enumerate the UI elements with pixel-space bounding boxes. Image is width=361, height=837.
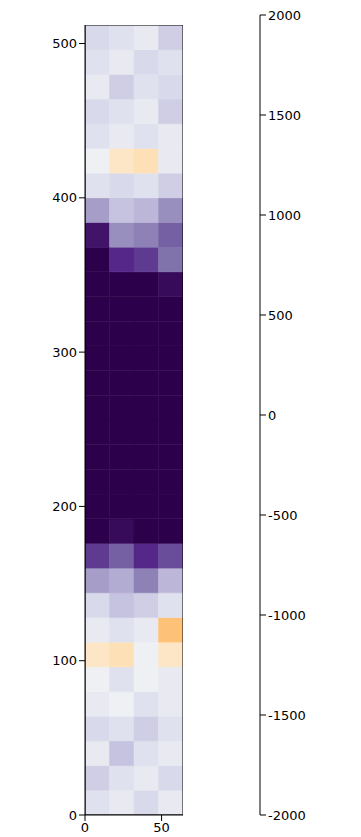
svg-text:1500: 1500 [268, 108, 301, 123]
svg-text:2000: 2000 [268, 8, 301, 23]
svg-text:500: 500 [52, 36, 77, 51]
svg-text:400: 400 [52, 190, 77, 205]
svg-text:0: 0 [268, 408, 276, 423]
svg-text:1000: 1000 [268, 208, 301, 223]
svg-text:0: 0 [69, 808, 77, 823]
svg-text:100: 100 [52, 653, 77, 668]
svg-text:-1000: -1000 [268, 608, 306, 623]
svg-text:50: 50 [153, 820, 170, 835]
svg-text:300: 300 [52, 345, 77, 360]
svg-text:0: 0 [81, 820, 89, 835]
svg-text:200: 200 [52, 499, 77, 514]
svg-text:500: 500 [268, 308, 293, 323]
svg-text:-1500: -1500 [268, 708, 306, 723]
svg-text:-500: -500 [268, 508, 298, 523]
svg-text:-2000: -2000 [268, 808, 306, 823]
